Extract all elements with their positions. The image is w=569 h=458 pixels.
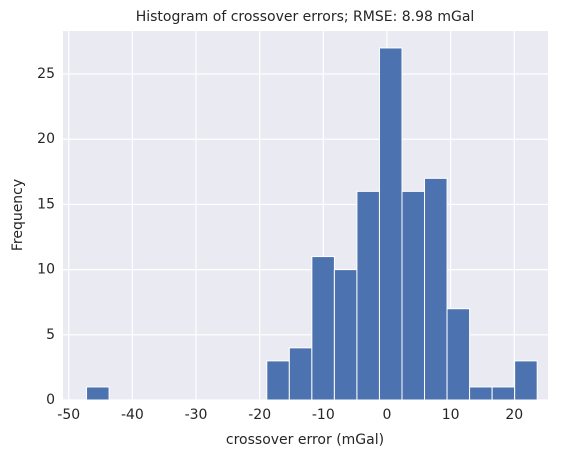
x-tick-label: 0 — [383, 407, 392, 423]
bar — [378, 47, 403, 401]
x-axis-label: crossover error (mGal) — [226, 432, 384, 448]
x-tick-label: 10 — [442, 407, 460, 423]
plot-area — [63, 31, 548, 400]
bar — [333, 269, 358, 401]
bar — [446, 308, 471, 401]
x-tick-label: -20 — [248, 407, 271, 423]
x-tick-label: -50 — [57, 407, 80, 423]
bar — [401, 190, 426, 401]
chart-title: Histogram of crossover errors; RMSE: 8.9… — [136, 9, 475, 25]
x-tick-label: -40 — [121, 407, 144, 423]
bar — [288, 347, 313, 401]
y-tick-label: 10 — [37, 262, 55, 278]
bar — [491, 386, 516, 401]
bar — [424, 177, 448, 401]
bar — [86, 386, 110, 401]
y-tick-label: 15 — [37, 196, 55, 212]
bar — [311, 256, 335, 401]
y-tick-label: 5 — [46, 327, 55, 343]
x-tick-label: -10 — [312, 407, 335, 423]
y-tick-label: 0 — [46, 392, 55, 408]
bar — [356, 190, 380, 401]
y-tick-label: 25 — [37, 66, 55, 82]
y-axis-label: Frequency — [10, 179, 26, 251]
bar — [266, 360, 290, 401]
x-tick-label: 20 — [505, 407, 523, 423]
bar — [514, 360, 538, 401]
bar — [469, 386, 493, 401]
y-tick-label: 20 — [37, 131, 55, 147]
x-tick-label: -30 — [185, 407, 208, 423]
